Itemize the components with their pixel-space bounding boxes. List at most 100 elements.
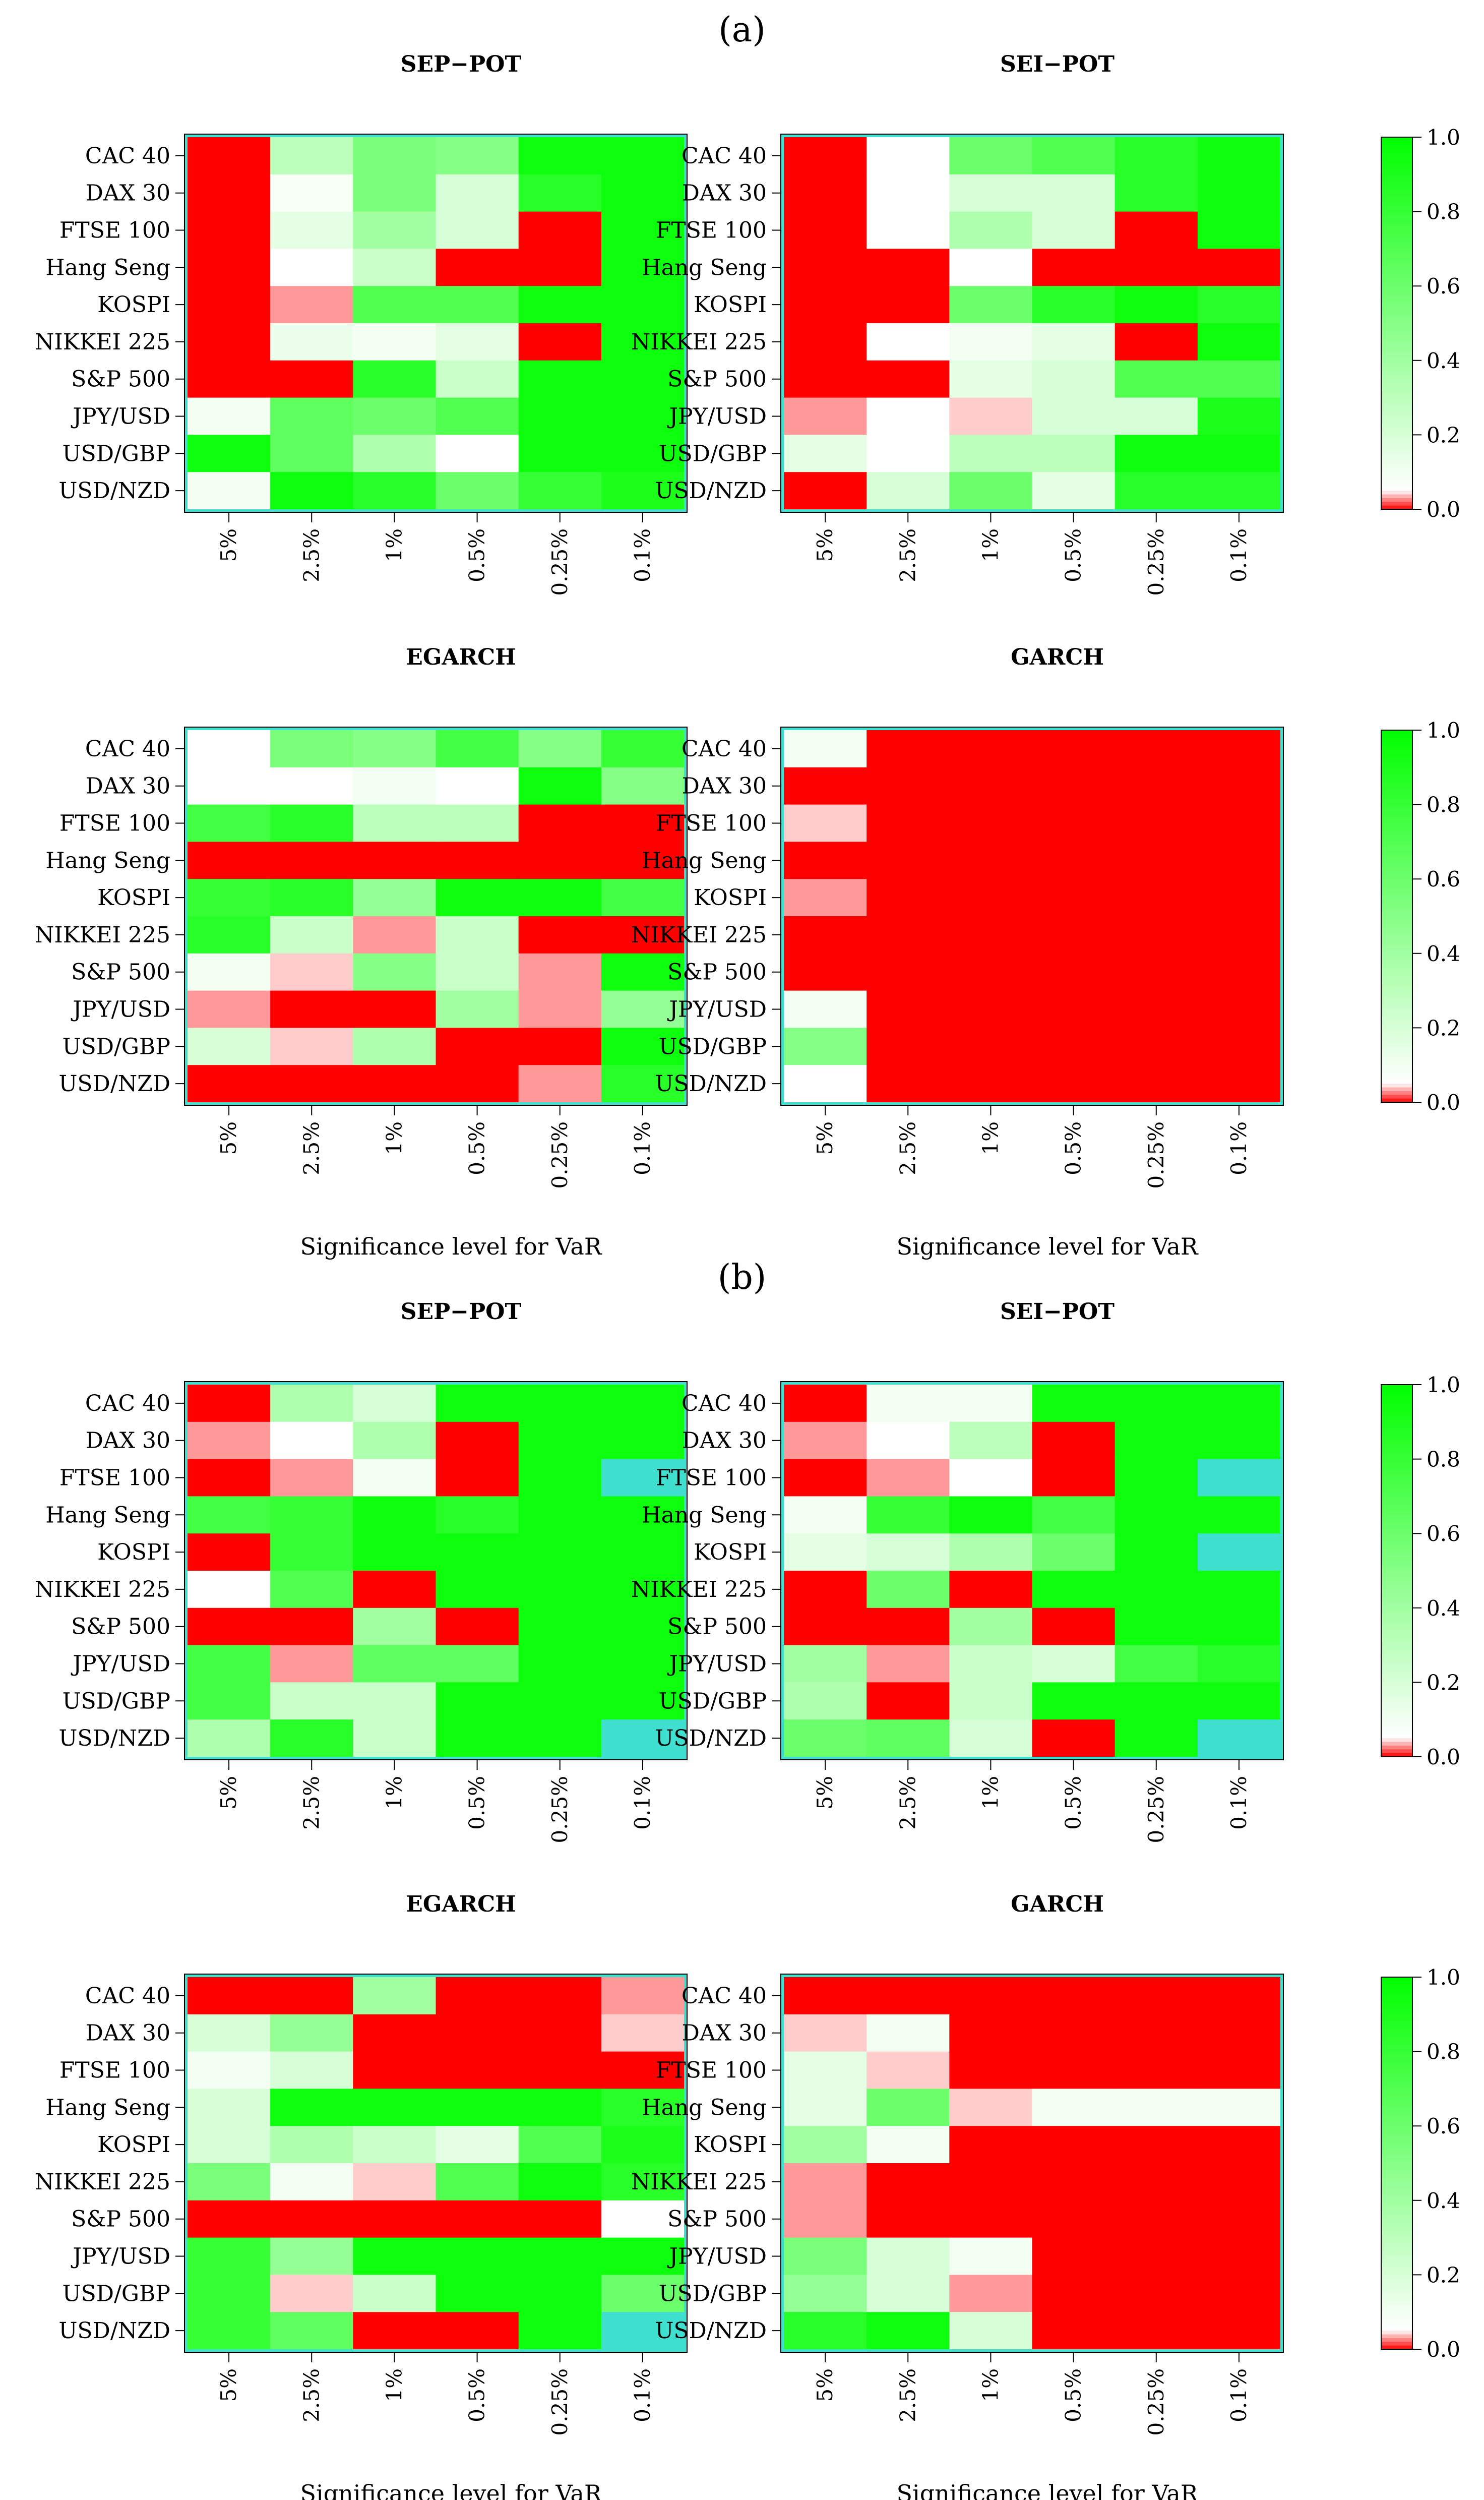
heatmap-cell: [270, 1496, 353, 1534]
heatmap-cell: [949, 804, 1033, 842]
heatmap-cell: [867, 1977, 950, 2015]
heatmap-cell: [188, 1028, 271, 1065]
heatmap-cell: [518, 2089, 602, 2126]
colorbar-step: [1381, 1540, 1412, 1545]
colorbar-step: [1381, 219, 1412, 223]
heatmap-cell: [1032, 211, 1116, 249]
colorbar-step: [1381, 801, 1412, 805]
colorbar-step: [1381, 2241, 1412, 2246]
column-label: 0.5%: [465, 1121, 489, 1175]
column-label: 5%: [216, 528, 241, 562]
colorbar-step: [1381, 438, 1412, 443]
colorbar-step: [1381, 1451, 1412, 1456]
colorbar-step: [1381, 1448, 1412, 1452]
row-label: JPY/USD: [667, 2244, 767, 2270]
heatmap-cell: [270, 730, 353, 768]
colorbar-step: [1381, 2308, 1412, 2312]
heatmap-cell: [867, 1065, 950, 1103]
colorbar-step: [1381, 1388, 1412, 1393]
heatmap-cell: [353, 472, 437, 510]
heatmap-cell: [188, 1608, 271, 1646]
colorbar-step: [1381, 737, 1412, 742]
colorbar-step: [1381, 775, 1412, 779]
heatmap-cell: [270, 879, 353, 917]
colorbar-step: [1381, 405, 1412, 409]
row-label: JPY/USD: [71, 997, 170, 1023]
heatmap-cell: [353, 1977, 437, 2015]
colorbar-step: [1381, 2081, 1412, 2086]
heatmap-cell: [867, 286, 950, 324]
colorbar-step: [1381, 942, 1412, 946]
heatmap-cell: [270, 2200, 353, 2238]
heatmap-cell: [353, 990, 437, 1028]
heatmap-cell: [518, 1682, 602, 1720]
colorbar-label: 0.8: [1427, 2040, 1460, 2064]
colorbar-step: [1381, 1024, 1412, 1029]
colorbar-step: [1381, 1035, 1412, 1040]
panel-border: [780, 727, 1284, 1106]
colorbar-step: [1381, 2010, 1412, 2015]
heatmap-cell: [1197, 1028, 1281, 1065]
heatmap-cell: [1032, 2163, 1116, 2201]
heatmap-cell: [601, 2237, 685, 2275]
colorbar-step: [1381, 2156, 1412, 2160]
heatmap-cell: [784, 211, 867, 249]
colorbar-step: [1381, 2275, 1412, 2279]
heatmap-cell: [436, 1065, 519, 1103]
colorbar-step: [1381, 838, 1412, 843]
colorbar-step: [1381, 1615, 1412, 1620]
colorbar-step: [1381, 286, 1412, 290]
heatmap-cell: [518, 2126, 602, 2164]
heatmap-cell: [518, 2200, 602, 2238]
colorbar-step: [1381, 1593, 1412, 1597]
heatmap-cell: [784, 2237, 867, 2275]
colorbar-step: [1381, 2245, 1412, 2249]
colorbar-step: [1381, 931, 1412, 935]
colorbar-border: [1381, 1977, 1413, 2350]
heatmap-cell: [436, 1533, 519, 1571]
heatmap-cell: [867, 2200, 950, 2238]
heatmap-cell: [949, 1682, 1033, 1720]
heatmap-cell: [1115, 730, 1198, 768]
heatmap-cell: [784, 1533, 867, 1571]
column-label: 2.5%: [299, 1121, 324, 1175]
heatmap-cell: [601, 2014, 685, 2052]
heatmap-cell: [949, 2275, 1033, 2312]
colorbar-step: [1381, 327, 1412, 331]
colorbar-step: [1381, 2096, 1412, 2101]
colorbar-step: [1381, 961, 1412, 965]
heatmap-cell: [1032, 804, 1116, 842]
heatmap-cell: [1115, 879, 1198, 917]
heatmap-cell: [270, 842, 353, 879]
colorbar-step: [1381, 2264, 1412, 2268]
colorbar-step: [1381, 453, 1412, 458]
colorbar: 0.0 0.2 0.4 0.6 0.8 1.0: [1381, 1373, 1460, 1769]
colorbar-step: [1381, 1578, 1412, 1582]
colorbar-step: [1381, 949, 1412, 954]
colorbar-step: [1381, 998, 1412, 1002]
heatmap-cell: [867, 1719, 950, 1757]
heatmap-cell: [784, 804, 867, 842]
heatmap-cell: [601, 1977, 685, 2015]
heatmap-cell: [518, 916, 602, 954]
colorbar-step: [1381, 1604, 1412, 1609]
colorbar-step: [1381, 894, 1412, 898]
colorbar-step: [1381, 1444, 1412, 1449]
row-label: USD/GBP: [659, 441, 767, 466]
colorbar-step: [1381, 2167, 1412, 2171]
heatmap-cell: [270, 1719, 353, 1757]
colorbar-step: [1381, 1421, 1412, 1426]
heatmap-cell: [188, 2014, 271, 2052]
heatmap-cell: [1197, 1459, 1281, 1497]
colorbar-step: [1381, 2196, 1412, 2201]
heatmap-cell: [188, 1065, 271, 1103]
row-label: CAC 40: [85, 736, 170, 762]
colorbar-step: [1381, 319, 1412, 324]
colorbar-label: 0.6: [1427, 1521, 1460, 1546]
colorbar-step: [1381, 1091, 1412, 1096]
part-label: (a): [718, 10, 766, 50]
colorbar-label: 0.2: [1427, 423, 1460, 447]
colorbar-step: [1381, 260, 1412, 264]
row-label: S&P 500: [667, 960, 767, 985]
colorbar-step: [1381, 364, 1412, 369]
